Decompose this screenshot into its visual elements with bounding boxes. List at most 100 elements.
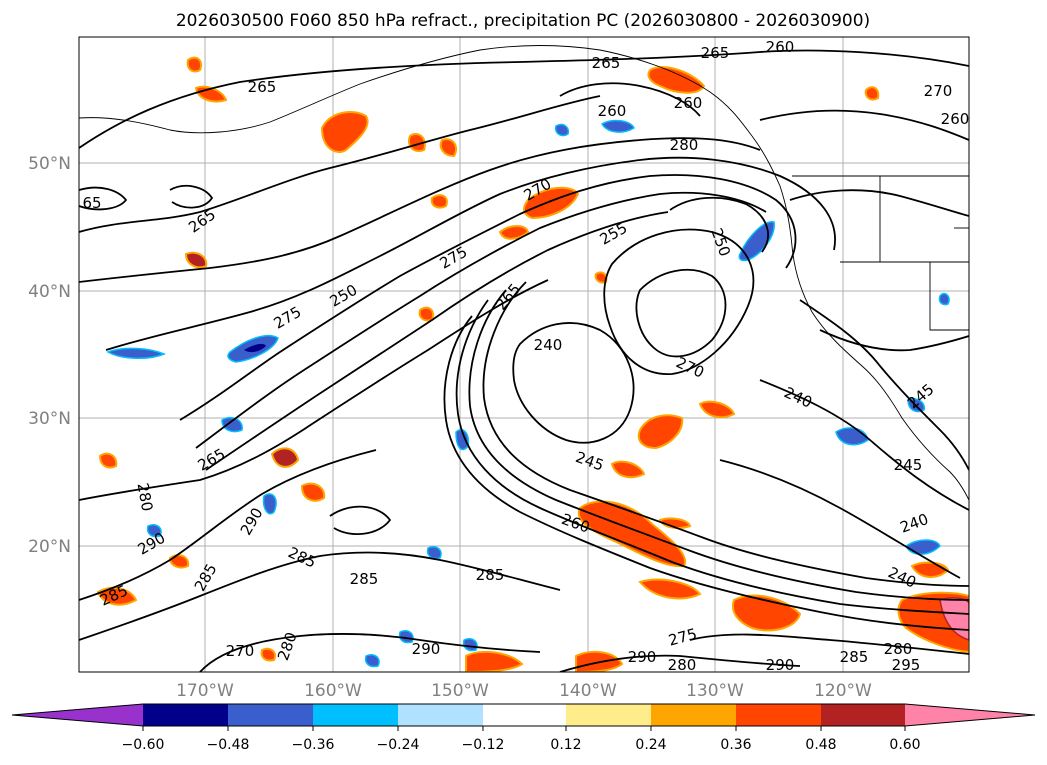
map-background <box>79 37 969 672</box>
colorbar-swatch <box>736 704 821 726</box>
longitude-label: 120°W <box>814 681 872 701</box>
colorbar-swatch <box>651 704 736 726</box>
colorbar-tick-label: −0.60 <box>122 737 165 753</box>
precip-blob <box>439 138 458 158</box>
contour-label: 260 <box>598 102 627 120</box>
precip-positive-areas <box>96 56 969 672</box>
colorbar: −0.60 −0.48 −0.36 −0.24 −0.12 0.12 0.24 … <box>11 703 1036 753</box>
colorbar-ticks <box>142 726 906 731</box>
colorbar-tick-label: 0.48 <box>805 737 836 753</box>
contour-line <box>635 269 727 358</box>
border-line <box>929 262 969 331</box>
map-panel: 265 265 260 265 260 270 260 260 280 265 … <box>78 36 970 674</box>
contour-label: 290 <box>628 648 657 666</box>
precip-blob <box>938 292 950 306</box>
contour-line <box>79 449 377 601</box>
contour-label: 260 <box>766 38 795 56</box>
colorbar-swatch <box>566 704 651 726</box>
contour-line <box>455 299 969 615</box>
precip-blob <box>260 647 276 662</box>
colorbar-swatch <box>313 704 398 726</box>
map-title: 2026030500 F060 850 hPa refract., precip… <box>176 11 870 31</box>
precip-blob <box>426 546 442 560</box>
contour-label: 240 <box>534 336 563 354</box>
colorbar-swatch <box>821 704 905 726</box>
contour-label: 290 <box>412 640 441 658</box>
contour-line <box>759 109 969 141</box>
contour-line <box>199 633 541 672</box>
precip-blob <box>244 343 266 353</box>
contour-line <box>799 299 969 471</box>
precip-blob <box>300 482 326 502</box>
contour-line <box>79 186 128 211</box>
contour-label: 290 <box>766 656 795 674</box>
contour-label: 270 <box>924 82 953 100</box>
colorbar-tick-label: −0.12 <box>462 737 505 753</box>
latitude-label: 50°N <box>28 154 71 174</box>
contour-label: 270 <box>226 642 255 660</box>
refractivity-contours <box>79 49 969 672</box>
west-coast <box>751 135 969 501</box>
colorbar-tick-label: 0.24 <box>635 737 666 753</box>
contour-line <box>689 633 969 655</box>
colorbar-extend-low <box>12 704 143 726</box>
precip-blob <box>320 111 369 153</box>
contour-label: 260 <box>674 94 703 112</box>
contour-label: 280 <box>884 640 913 658</box>
precip-blob <box>98 452 118 469</box>
contour-line <box>443 315 969 631</box>
precip-blob <box>184 251 208 269</box>
alaska-coastline <box>79 45 753 137</box>
colorbar-swatch <box>398 704 483 726</box>
contour-line <box>719 459 961 579</box>
contour-line <box>169 184 214 209</box>
contour-line <box>205 211 669 471</box>
precip-blob <box>418 306 434 322</box>
precip-blob <box>637 414 684 450</box>
longitude-label: 150°W <box>431 681 489 701</box>
contour-line <box>759 379 969 511</box>
contour-line <box>79 551 561 641</box>
latitude-label: 30°N <box>28 409 71 429</box>
contour-label: 245 <box>894 456 923 474</box>
colorbar-tick-label: −0.36 <box>292 737 335 753</box>
longitude-labels: 170°W 160°W 150°W 140°W 130°W 120°W <box>176 681 872 701</box>
longitude-label: 170°W <box>176 681 234 701</box>
contour-label: 295 <box>892 656 921 674</box>
contour-label: 285 <box>476 566 505 584</box>
precip-blob <box>498 225 530 240</box>
precip-blob <box>600 119 635 133</box>
contour-line <box>79 49 969 149</box>
contour-label: 265 <box>592 54 621 72</box>
precip-blob <box>270 447 300 468</box>
precip-blob <box>864 86 880 101</box>
contour-label: 280 <box>134 481 157 512</box>
coastlines <box>79 45 969 501</box>
precip-blob <box>168 554 190 569</box>
longitude-label: 130°W <box>686 681 744 701</box>
contour-line <box>79 95 601 233</box>
precip-blob <box>638 578 702 600</box>
colorbar-tick-label: 0.60 <box>889 737 920 753</box>
colorbar-tick-label: −0.24 <box>377 737 420 753</box>
contour-line <box>329 505 392 535</box>
precip-blob <box>462 638 478 652</box>
colorbar-tick-labels: −0.60 −0.48 −0.36 −0.24 −0.12 0.12 0.24 … <box>122 737 921 753</box>
precip-blob <box>610 460 646 479</box>
contour-label: 280 <box>670 136 699 154</box>
precip-blob <box>146 524 162 538</box>
latitude-labels: 50°N 40°N 30°N 20°N <box>28 154 71 557</box>
colorbar-tick-label: 0.36 <box>720 737 751 753</box>
contour-line <box>468 289 969 601</box>
contour-label: 260 <box>941 110 970 128</box>
contour-line <box>559 82 701 117</box>
contour-line <box>105 156 836 351</box>
colorbar-extend-high <box>905 704 1035 726</box>
colorbar-swatch <box>143 704 228 726</box>
precip-blob <box>262 493 277 515</box>
contour-label: 65 <box>82 194 101 212</box>
precip-blob <box>364 654 380 668</box>
contour-line <box>669 196 769 253</box>
precip-blob <box>647 66 706 94</box>
